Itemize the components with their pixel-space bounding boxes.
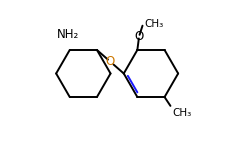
Text: O: O — [134, 30, 143, 43]
Text: CH₃: CH₃ — [145, 19, 164, 29]
Text: O: O — [106, 55, 115, 68]
Text: CH₃: CH₃ — [173, 108, 192, 118]
Text: NH₂: NH₂ — [57, 28, 79, 41]
